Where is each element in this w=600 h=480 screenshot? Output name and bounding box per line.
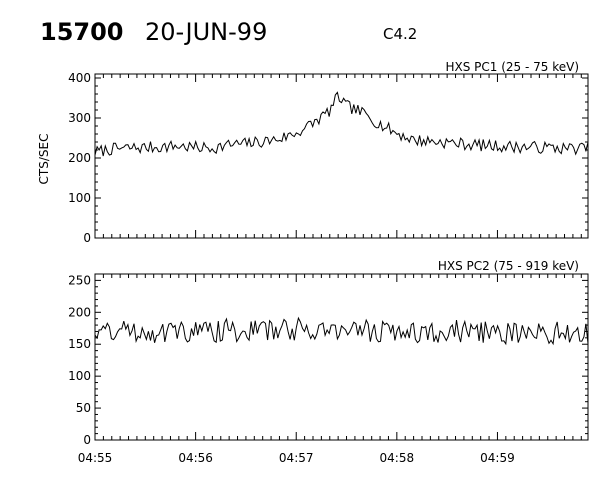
ytick-label: 100 xyxy=(68,369,91,383)
ytick-label: 250 xyxy=(68,273,91,287)
panel-pc2-series-line xyxy=(94,316,589,346)
panel-pc1-ylabel: CTS/SEC xyxy=(37,134,51,185)
ytick-label: 0 xyxy=(83,433,91,447)
ytick-label: 300 xyxy=(68,111,91,125)
panel-pc2: HXS PC2 (75 - 919 keV) 0 50 100 150 200 250 04… xyxy=(68,259,589,465)
xtick-label: 04:59 xyxy=(480,451,515,465)
xtick-label: 04:58 xyxy=(380,451,415,465)
ytick-label: 100 xyxy=(68,191,91,205)
ytick-label: 200 xyxy=(68,305,91,319)
panel-pc1-ticks xyxy=(94,74,588,239)
event-id: 15700 xyxy=(40,18,124,46)
ytick-label: 150 xyxy=(68,337,91,351)
panel-pc2-title: HXS PC2 (75 - 919 keV) xyxy=(438,259,579,273)
panel-pc1: HXS PC1 (25 - 75 keV) CTS/SEC 0 100 200 300… xyxy=(37,60,589,245)
flare-class: C4.2 xyxy=(383,25,417,43)
panel-pc1-tick-labels: 0 100 200 300 400 xyxy=(68,71,91,245)
ytick-label: 50 xyxy=(76,401,91,415)
panel-pc1-title: HXS PC1 (25 - 75 keV) xyxy=(445,60,579,74)
ytick-label: 0 xyxy=(83,231,91,245)
event-date: 20-JUN-99 xyxy=(145,18,267,46)
ytick-label: 400 xyxy=(68,71,91,85)
xtick-label: 04:55 xyxy=(78,451,113,465)
panel-pc2-ticks xyxy=(94,274,588,441)
panel-pc1-series-line xyxy=(94,91,589,157)
panel-pc2-tick-labels: 0 50 100 150 200 250 04:55 04:56 04:57 04:58 04:59 xyxy=(68,273,515,465)
ytick-label: 200 xyxy=(68,151,91,165)
xtick-label: 04:56 xyxy=(178,451,213,465)
panel-pc1-frame xyxy=(94,73,589,239)
xtick-label: 04:57 xyxy=(279,451,314,465)
